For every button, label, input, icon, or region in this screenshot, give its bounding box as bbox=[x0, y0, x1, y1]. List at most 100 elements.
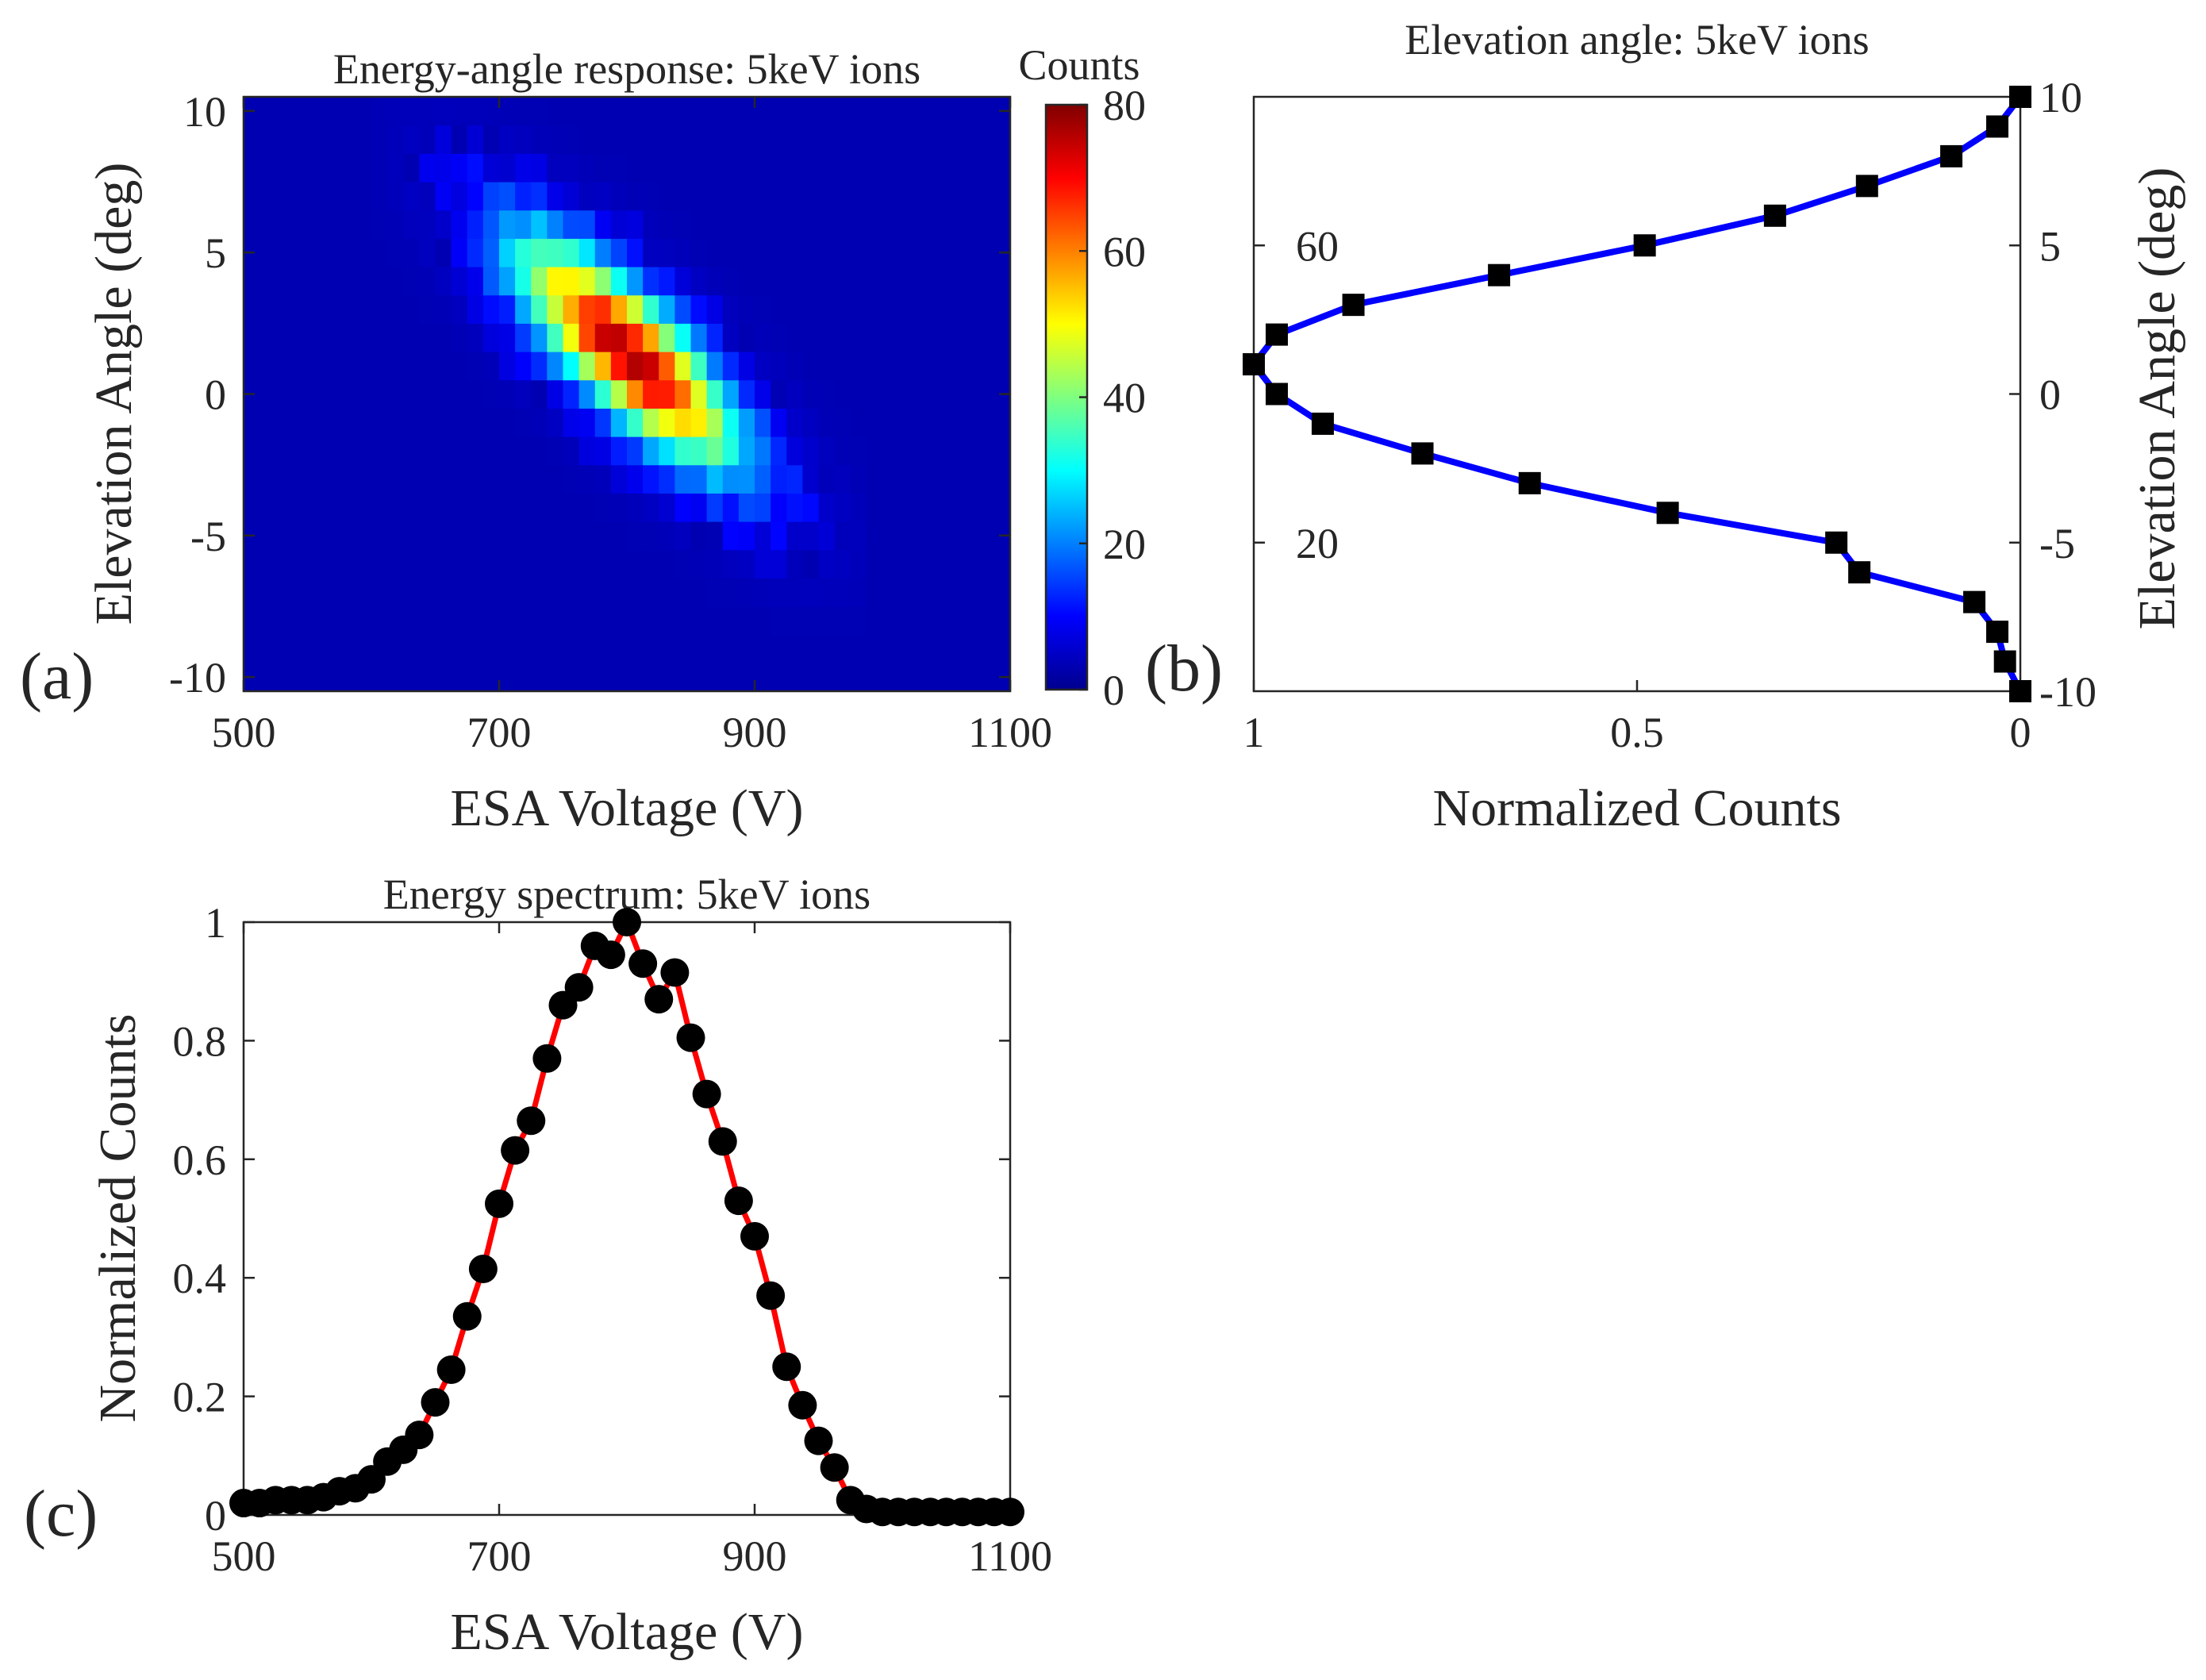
heatmap-cell bbox=[307, 294, 325, 324]
heatmap-cell bbox=[371, 521, 388, 551]
heatmap-cell bbox=[563, 210, 580, 239]
elevation-profile-point bbox=[1243, 353, 1265, 376]
heatmap-cell bbox=[403, 294, 420, 324]
heatmap-cell bbox=[610, 267, 628, 296]
y-tick-label: 0.4 bbox=[173, 1255, 227, 1302]
heatmap-cell bbox=[866, 606, 883, 636]
heatmap-cell bbox=[403, 267, 420, 296]
heatmap-cell bbox=[818, 267, 836, 296]
heatmap-cell bbox=[818, 408, 836, 437]
heatmap-cell bbox=[387, 663, 404, 692]
heatmap-cell bbox=[627, 578, 644, 607]
heatmap-cell bbox=[482, 210, 500, 239]
y-tick-label: 5 bbox=[2039, 222, 2061, 270]
heatmap-cell bbox=[547, 549, 564, 579]
panel-c-x-axis-label: ESA Voltage (V) bbox=[451, 1603, 804, 1661]
heatmap-cell bbox=[818, 663, 836, 692]
heatmap-cell bbox=[244, 436, 260, 466]
elevation-profile-point bbox=[1265, 383, 1288, 406]
heatmap-cell bbox=[738, 125, 755, 154]
heatmap-cell bbox=[387, 436, 404, 466]
heatmap-cell bbox=[834, 578, 851, 607]
heatmap-cell bbox=[259, 210, 276, 239]
spectrum-point bbox=[485, 1189, 513, 1218]
x-tick-label: 1 bbox=[1243, 709, 1265, 756]
spectrum-point bbox=[532, 1044, 562, 1073]
heatmap-cell bbox=[371, 238, 388, 267]
heatmap-cell bbox=[355, 549, 372, 579]
heatmap-cell bbox=[531, 606, 548, 636]
heatmap-cell bbox=[802, 238, 820, 267]
heatmap-cell bbox=[499, 267, 516, 296]
heatmap-cell bbox=[291, 352, 309, 381]
heatmap-cell bbox=[291, 125, 309, 154]
colorbar-tick-label: 40 bbox=[1103, 375, 1146, 422]
heatmap-cell bbox=[515, 153, 532, 183]
heatmap-cell bbox=[643, 379, 659, 409]
heatmap-cell bbox=[403, 663, 420, 692]
heatmap-cell bbox=[627, 153, 644, 183]
heatmap-cell bbox=[578, 323, 596, 352]
heatmap-cell bbox=[674, 549, 692, 579]
heatmap-cell bbox=[594, 182, 612, 211]
heatmap-cell bbox=[419, 210, 436, 239]
heatmap-cell bbox=[499, 578, 516, 607]
heatmap-cell bbox=[307, 578, 325, 607]
y-tick-label: 1 bbox=[205, 899, 226, 947]
heatmap-cell bbox=[419, 125, 436, 154]
heatmap-cell bbox=[978, 464, 995, 494]
heatmap-cell bbox=[499, 549, 516, 579]
heatmap-cell bbox=[547, 408, 564, 437]
heatmap-cell bbox=[244, 464, 260, 494]
heatmap-cell bbox=[930, 238, 947, 267]
heatmap-cell bbox=[451, 493, 468, 522]
heatmap-cell bbox=[690, 125, 708, 154]
heatmap-cell bbox=[419, 634, 436, 663]
heatmap-cell bbox=[291, 294, 309, 324]
heatmap-cell bbox=[659, 323, 675, 352]
heatmap-cell bbox=[674, 408, 692, 437]
elevation-profile-point bbox=[1488, 263, 1511, 286]
heatmap-cell bbox=[244, 182, 260, 211]
heatmap-cell bbox=[435, 352, 452, 381]
heatmap-cell bbox=[818, 464, 836, 494]
heatmap-cell bbox=[403, 521, 420, 551]
heatmap-cell bbox=[403, 578, 420, 607]
heatmap-cell bbox=[930, 578, 947, 607]
heatmap-cell bbox=[755, 267, 771, 296]
heatmap-cell bbox=[419, 153, 436, 183]
heatmap-cell bbox=[594, 408, 612, 437]
y-tick-label: 0.2 bbox=[173, 1374, 227, 1421]
heatmap-cell bbox=[993, 464, 1011, 494]
heatmap-cell bbox=[244, 125, 260, 154]
heatmap-cell bbox=[435, 606, 452, 636]
heatmap-cell bbox=[643, 323, 659, 352]
heatmap-cell bbox=[291, 379, 309, 409]
heatmap-cell bbox=[371, 408, 388, 437]
heatmap-cell bbox=[451, 606, 468, 636]
heatmap-cell bbox=[403, 634, 420, 663]
heatmap-cell bbox=[339, 436, 356, 466]
heatmap-cell bbox=[610, 634, 628, 663]
heatmap-cell bbox=[307, 606, 325, 636]
heatmap-cell bbox=[738, 578, 755, 607]
heatmap-cell bbox=[259, 352, 276, 381]
heatmap-cell bbox=[482, 521, 500, 551]
heatmap-cell bbox=[962, 493, 979, 522]
heatmap-cell bbox=[834, 436, 851, 466]
heatmap-cell bbox=[978, 323, 995, 352]
heatmap-cell bbox=[467, 436, 484, 466]
heatmap-cell bbox=[866, 379, 883, 409]
panel-c-frame bbox=[242, 921, 1012, 1517]
heatmap-cell bbox=[467, 493, 484, 522]
heatmap-cell bbox=[435, 408, 452, 437]
heatmap-cell bbox=[818, 182, 836, 211]
heatmap-cell bbox=[451, 464, 468, 494]
spectrum-point bbox=[613, 908, 641, 936]
heatmap-cell bbox=[419, 379, 436, 409]
heatmap-cell bbox=[578, 210, 596, 239]
heatmap-cell bbox=[547, 436, 564, 466]
heatmap-cell bbox=[259, 606, 276, 636]
heatmap-cell bbox=[259, 153, 276, 183]
heatmap-cell bbox=[993, 267, 1011, 296]
